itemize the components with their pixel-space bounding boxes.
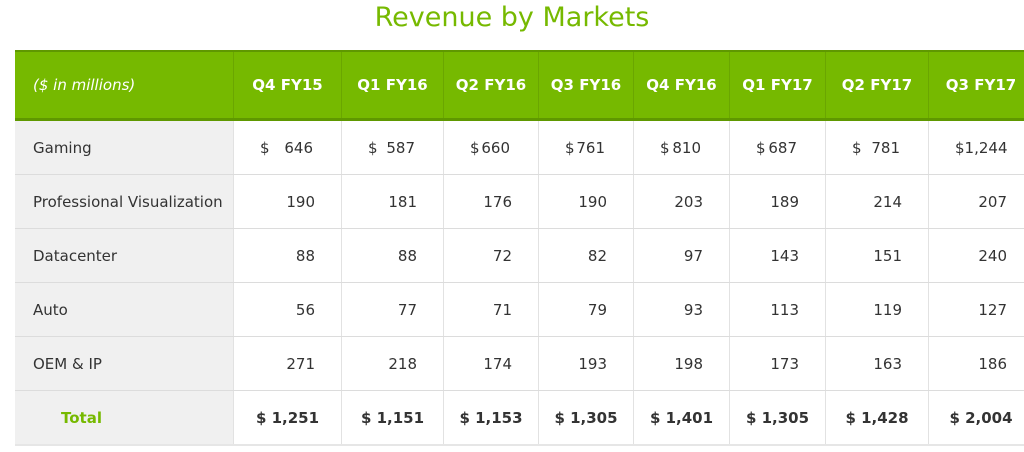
value-cell: 97 <box>633 228 730 283</box>
table-row: Gaming $646 $587 $660 $761 $810 $687 $781 $1,244 <box>15 119 1024 175</box>
value-cell: 186 <box>928 336 1024 391</box>
value-cell: 214 <box>825 174 929 229</box>
value-cell: 174 <box>443 336 539 391</box>
value: 761 <box>576 138 605 157</box>
value-cell: 79 <box>538 282 634 337</box>
header-row: ($ in millions) Q4 FY15 Q1 FY16 Q2 FY16 Q3 … <box>15 50 1024 121</box>
total-cell: $ 1,305 <box>538 390 634 446</box>
value-cell: 181 <box>341 174 444 229</box>
value: 646 <box>284 138 313 157</box>
value-cell: 77 <box>341 282 444 337</box>
value-cell: $810 <box>633 119 730 175</box>
value: 687 <box>768 138 797 157</box>
value-cell: 218 <box>341 336 444 391</box>
column-header: Q2 FY16 <box>443 50 539 121</box>
row-label: OEM & IP <box>15 336 234 391</box>
value-cell: 173 <box>729 336 826 391</box>
value-cell: 72 <box>443 228 539 283</box>
value-cell: $660 <box>443 119 539 175</box>
unit-label: ($ in millions) <box>15 50 234 121</box>
column-header: Q4 FY16 <box>633 50 730 121</box>
column-header: Q4 FY15 <box>233 50 342 121</box>
value-cell: 93 <box>633 282 730 337</box>
total-cell: $ 1,401 <box>633 390 730 446</box>
column-header: Q1 FY17 <box>729 50 826 121</box>
value-cell: 119 <box>825 282 929 337</box>
table-row: Datacenter 88 88 72 82 97 143 151 240 <box>15 228 1024 283</box>
row-label: Auto <box>15 282 234 337</box>
value-cell: 151 <box>825 228 929 283</box>
currency-symbol: $ <box>955 138 965 157</box>
table-row: Auto 56 77 71 79 93 113 119 127 <box>15 282 1024 337</box>
row-label: Datacenter <box>15 228 234 283</box>
currency-symbol: $ <box>470 138 480 157</box>
total-row: Total $ 1,251 $ 1,151 $ 1,153 $ 1,305 $ 1,401… <box>15 390 1024 446</box>
value: 660 <box>481 138 510 157</box>
currency-symbol: $ <box>660 138 670 157</box>
value-cell: 190 <box>233 174 342 229</box>
value-cell: 71 <box>443 282 539 337</box>
value-cell: 163 <box>825 336 929 391</box>
value-cell: 189 <box>729 174 826 229</box>
value: 810 <box>672 138 701 157</box>
total-cell: $ 1,428 <box>825 390 929 446</box>
value-cell: $781 <box>825 119 929 175</box>
value-cell: $761 <box>538 119 634 175</box>
value-cell: 127 <box>928 282 1024 337</box>
column-header: Q3 FY17 <box>928 50 1024 121</box>
total-label: Total <box>15 390 234 446</box>
value-cell: 240 <box>928 228 1024 283</box>
revenue-table: ($ in millions) Q4 FY15 Q1 FY16 Q2 FY16 Q3 … <box>15 50 1024 446</box>
table-row: OEM & IP 271 218 174 193 198 173 163 186 <box>15 336 1024 391</box>
value-cell: $587 <box>341 119 444 175</box>
value-cell: 143 <box>729 228 826 283</box>
total-cell: $ 1,251 <box>233 390 342 446</box>
value-cell: $1,244 <box>928 119 1024 175</box>
value-cell: 88 <box>341 228 444 283</box>
total-cell: $ 1,305 <box>729 390 826 446</box>
value-cell: 193 <box>538 336 634 391</box>
value-cell: $646 <box>233 119 342 175</box>
total-cell: $ 1,151 <box>341 390 444 446</box>
total-cell: $ 1,153 <box>443 390 539 446</box>
row-label: Gaming <box>15 119 234 175</box>
value-cell: 207 <box>928 174 1024 229</box>
total-cell: $ 2,004 <box>928 390 1024 446</box>
value-cell: 176 <box>443 174 539 229</box>
currency-symbol: $ <box>852 138 862 157</box>
value-cell: 82 <box>538 228 634 283</box>
currency-symbol: $ <box>260 138 270 157</box>
row-label: Professional Visualization <box>15 174 234 229</box>
value-cell: 190 <box>538 174 634 229</box>
value: 1,244 <box>964 138 1008 157</box>
table-row: Professional Visualization 190 181 176 190 20… <box>15 174 1024 229</box>
value: 781 <box>871 138 900 157</box>
column-header: Q3 FY16 <box>538 50 634 121</box>
value-cell: 271 <box>233 336 342 391</box>
value-cell: 56 <box>233 282 342 337</box>
value-cell: 88 <box>233 228 342 283</box>
value-cell: 203 <box>633 174 730 229</box>
value-cell: 113 <box>729 282 826 337</box>
currency-symbol: $ <box>368 138 378 157</box>
page-title: Revenue by Markets <box>374 2 650 33</box>
value: 587 <box>386 138 415 157</box>
value-cell: 198 <box>633 336 730 391</box>
currency-symbol: $ <box>565 138 575 157</box>
column-header: Q1 FY16 <box>341 50 444 121</box>
currency-symbol: $ <box>756 138 766 157</box>
column-header: Q2 FY17 <box>825 50 929 121</box>
value-cell: $687 <box>729 119 826 175</box>
